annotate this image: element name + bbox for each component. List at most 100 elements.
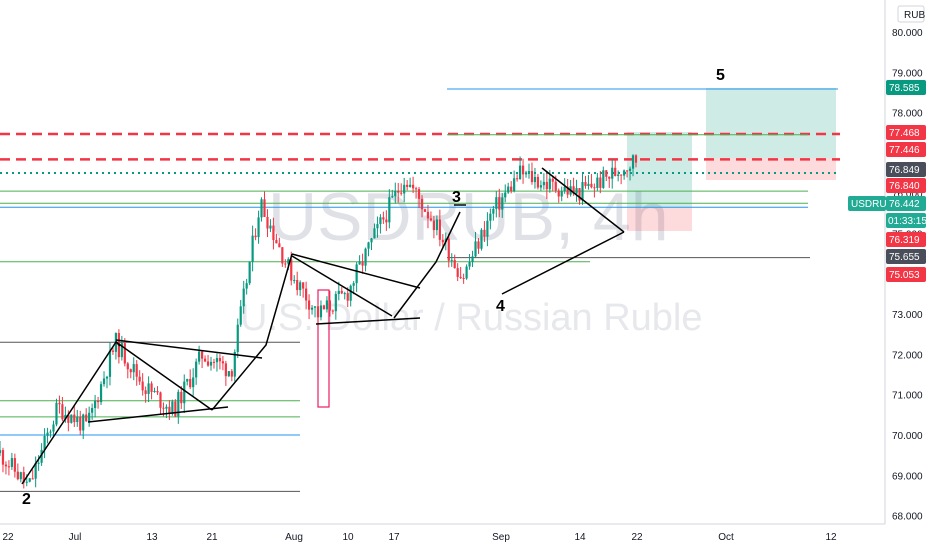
candle-body[interactable] <box>138 376 141 382</box>
candle-body[interactable] <box>468 262 471 267</box>
candle-body[interactable] <box>230 371 233 377</box>
candle-body[interactable] <box>198 351 201 362</box>
candle-body[interactable] <box>394 190 397 197</box>
candle-body[interactable] <box>548 178 551 190</box>
candle-body[interactable] <box>462 277 465 279</box>
candle-body[interactable] <box>183 381 186 404</box>
candle-body[interactable] <box>313 306 317 308</box>
candle-body[interactable] <box>510 186 513 192</box>
triangle-upper-line[interactable] <box>291 253 421 289</box>
candle-body[interactable] <box>85 414 88 422</box>
candle-body[interactable] <box>581 182 584 201</box>
candle-body[interactable] <box>465 266 468 279</box>
candle-body[interactable] <box>423 209 427 212</box>
candle-body[interactable] <box>480 229 483 249</box>
candle-body[interactable] <box>94 400 97 409</box>
triangle-lower-line[interactable] <box>501 231 625 295</box>
triangle-lower-line[interactable] <box>87 406 229 423</box>
candle-body[interactable] <box>46 432 49 436</box>
candle-body[interactable] <box>10 458 13 467</box>
candle-body[interactable] <box>126 363 129 370</box>
candle-body[interactable] <box>135 364 138 377</box>
candle-body[interactable] <box>305 288 308 301</box>
candle-body[interactable] <box>391 196 394 198</box>
candle-body[interactable] <box>248 261 251 284</box>
candle-body[interactable] <box>456 268 459 277</box>
candle-body[interactable] <box>275 240 278 244</box>
candle-body[interactable] <box>596 177 599 188</box>
candle-body[interactable] <box>489 213 492 221</box>
candle-body[interactable] <box>224 363 227 377</box>
candle-body[interactable] <box>322 305 326 310</box>
take-profit-zone[interactable] <box>706 88 836 158</box>
candle-body[interactable] <box>367 242 370 249</box>
candle-body[interactable] <box>504 192 507 198</box>
candle-body[interactable] <box>242 288 245 307</box>
candle-body[interactable] <box>186 379 189 382</box>
triangle-lower-line[interactable] <box>315 317 421 325</box>
candle-body[interactable] <box>52 424 55 432</box>
highlight-box[interactable] <box>317 289 330 408</box>
candle-body[interactable] <box>435 219 438 231</box>
candle-body[interactable] <box>266 216 269 229</box>
candle-body[interactable] <box>533 176 537 183</box>
candle-body[interactable] <box>159 392 162 408</box>
candle-body[interactable] <box>25 481 28 483</box>
currency-badge[interactable] <box>897 5 925 23</box>
candle-body[interactable] <box>572 186 575 194</box>
candle-body[interactable] <box>263 199 266 217</box>
candle-body[interactable] <box>91 408 94 413</box>
candle-body[interactable] <box>501 197 504 210</box>
candle-body[interactable] <box>281 247 284 264</box>
candle-body[interactable] <box>206 361 210 366</box>
candle-body[interactable] <box>316 306 320 318</box>
candle-body[interactable] <box>233 352 236 377</box>
candle-body[interactable] <box>162 407 165 409</box>
candle-body[interactable] <box>171 401 174 414</box>
candle-body[interactable] <box>492 208 495 214</box>
candle-body[interactable] <box>477 241 480 249</box>
candle-body[interactable] <box>307 300 311 310</box>
candle-body[interactable] <box>447 238 450 261</box>
candle-body[interactable] <box>37 462 40 464</box>
candle-body[interactable] <box>302 282 305 289</box>
candle-body[interactable] <box>123 343 126 364</box>
candle-body[interactable] <box>1 450 5 465</box>
candle-body[interactable] <box>141 381 144 391</box>
candle-body[interactable] <box>486 220 489 237</box>
candle-body[interactable] <box>215 358 219 363</box>
candle-body[interactable] <box>64 414 67 420</box>
candle-body[interactable] <box>495 197 498 209</box>
candle-body[interactable] <box>49 431 52 433</box>
candle-body[interactable] <box>578 188 581 201</box>
candle-body[interactable] <box>236 324 239 353</box>
candle-body[interactable] <box>168 406 171 414</box>
candle-body[interactable] <box>73 414 76 423</box>
candle-body[interactable] <box>19 472 22 480</box>
candle-body[interactable] <box>521 165 525 175</box>
candle-body[interactable] <box>539 185 542 188</box>
candle-body[interactable] <box>153 391 156 393</box>
candle-body[interactable] <box>334 294 337 312</box>
candle-body[interactable] <box>417 189 421 199</box>
candle-body[interactable] <box>99 384 103 403</box>
candle-body[interactable] <box>340 290 343 294</box>
candle-body[interactable] <box>257 217 260 238</box>
candle-body[interactable] <box>429 218 433 221</box>
candle-body[interactable] <box>245 283 248 289</box>
candle-body[interactable] <box>370 238 373 243</box>
triangle-leg-line[interactable] <box>115 341 213 411</box>
triangle-upper-line[interactable] <box>115 339 263 359</box>
candle-body[interactable] <box>397 190 400 193</box>
candle-body[interactable] <box>0 450 2 454</box>
candle-body[interactable] <box>150 383 153 392</box>
candle-body[interactable] <box>611 167 614 179</box>
candle-body[interactable] <box>373 228 376 239</box>
candle-body[interactable] <box>34 462 37 479</box>
candle-body[interactable] <box>337 290 340 295</box>
candle-body[interactable] <box>608 176 611 179</box>
candle-body[interactable] <box>566 186 569 195</box>
candle-body[interactable] <box>438 219 441 240</box>
candle-body[interactable] <box>212 361 216 363</box>
candle-body[interactable] <box>364 248 367 266</box>
